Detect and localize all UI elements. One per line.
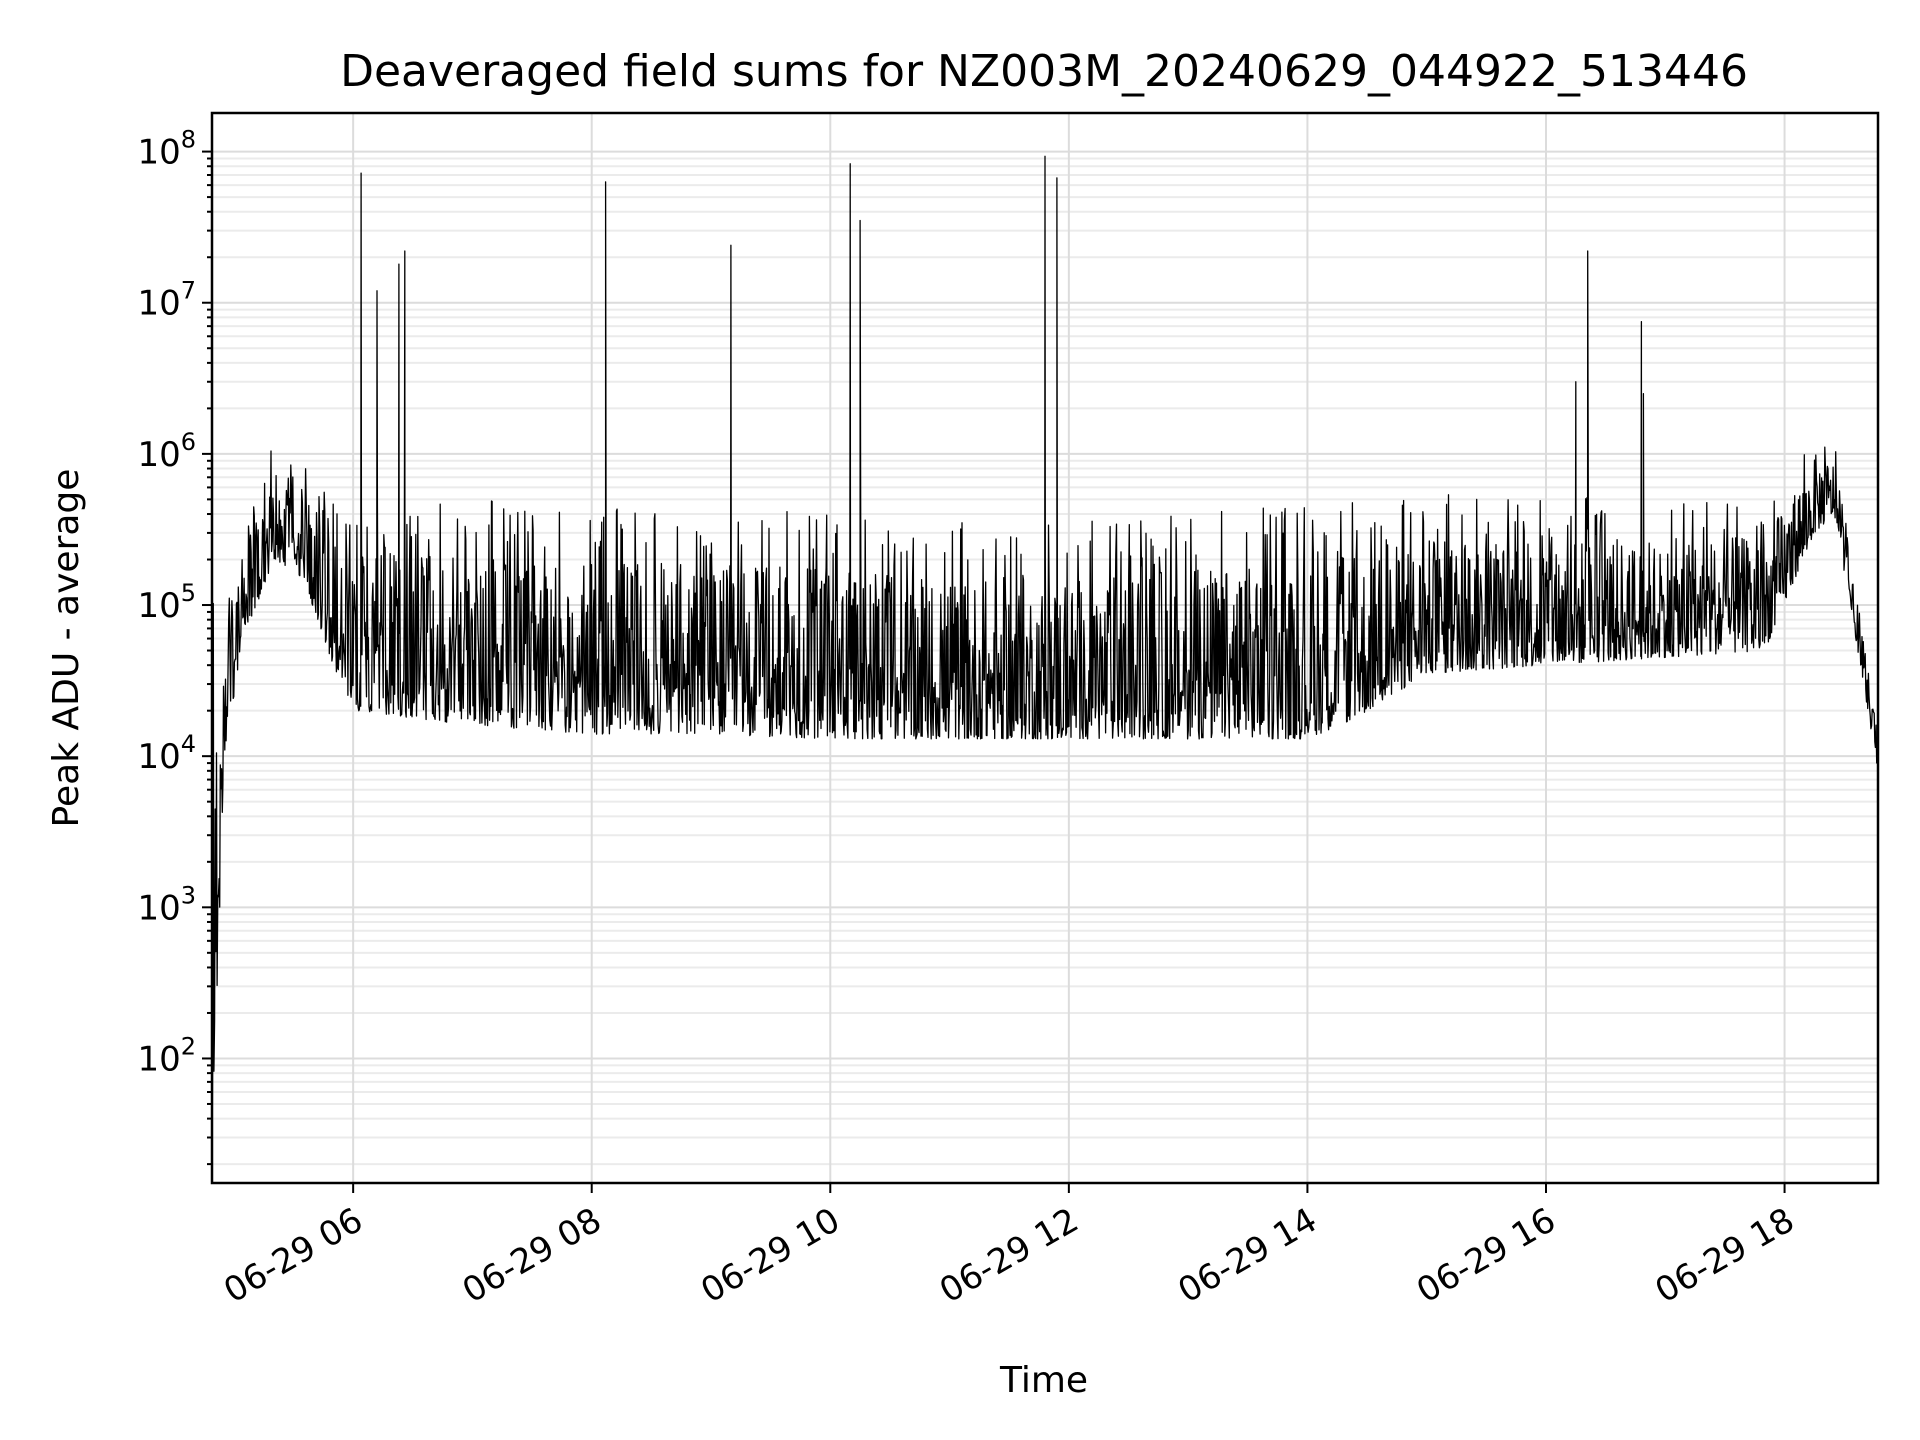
x-tick-label: 06-29 12	[933, 1200, 1085, 1311]
grid-lines	[212, 113, 1878, 1183]
x-tick-label: 06-29 06	[217, 1200, 369, 1311]
x-tick-label: 06-29 14	[1172, 1200, 1324, 1311]
plot-frame	[210, 111, 1880, 1185]
y-axis-label: Peak ADU - average	[46, 469, 87, 828]
y-tick-label: 105	[137, 579, 196, 626]
chart-title: Deaveraged field sums for NZ003M_2024062…	[340, 46, 1748, 97]
y-tick-label: 102	[137, 1032, 196, 1079]
x-tick-label: 06-29 16	[1410, 1200, 1562, 1311]
x-tick-label: 06-29 10	[694, 1200, 846, 1311]
y-tick-label: 108	[137, 126, 196, 173]
x-tick-label: 06-29 18	[1649, 1200, 1801, 1311]
x-tick-label: 06-29 08	[456, 1200, 608, 1311]
x-axis: 06-29 06 06-29 08 06-29 10 06-29 12 06-29 14…	[217, 1183, 1801, 1311]
y-tick-label: 104	[137, 730, 196, 777]
y-tick-label: 103	[137, 881, 196, 928]
series-line	[211, 155, 1879, 1175]
y-tick-label: 107	[137, 277, 196, 324]
x-axis-label: Time	[999, 1360, 1088, 1401]
y-tick-label: 106	[137, 428, 196, 475]
y-axis: 102 103 104 105 106 107 108	[137, 126, 212, 1166]
